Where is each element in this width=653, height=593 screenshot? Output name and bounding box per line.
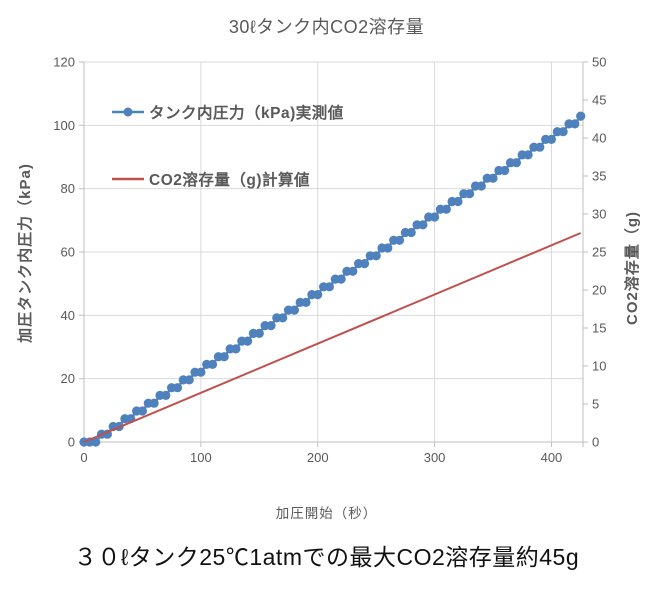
pressure-series-legend-marker bbox=[112, 106, 144, 118]
x-axis-tick-label: 400 bbox=[541, 450, 563, 465]
pressure-series-marker bbox=[266, 321, 276, 331]
y-axis-right-tick-label: 10 bbox=[592, 359, 606, 374]
pressure-series-marker bbox=[441, 204, 451, 214]
pressure-series-marker bbox=[359, 259, 370, 269]
x-axis-tick-label: 300 bbox=[424, 450, 446, 465]
pressure-series-marker bbox=[336, 274, 346, 284]
pressure-series-marker bbox=[324, 282, 334, 292]
chart-title: 30ℓタンク内CO2溶存量 bbox=[228, 17, 425, 37]
legend-label-co2: CO2溶存量（g)計算値 bbox=[149, 172, 311, 189]
x-axis-title: 加圧開始（秒） bbox=[275, 506, 378, 521]
pressure-series-marker bbox=[137, 406, 147, 416]
y-axis-right-tick-label: 15 bbox=[592, 321, 606, 336]
y-axis-left-tick-label: 40 bbox=[61, 308, 75, 323]
pressure-series-marker bbox=[576, 111, 586, 121]
x-axis-tick-label: 200 bbox=[307, 450, 329, 465]
y-axis-right-tick-label: 40 bbox=[592, 131, 606, 146]
y-axis-right-tick-label: 0 bbox=[592, 435, 599, 450]
legend-item-co2: CO2溶存量（g)計算値 bbox=[112, 167, 310, 191]
pressure-series-marker bbox=[535, 142, 545, 152]
pressure-series-marker bbox=[207, 359, 218, 369]
y-axis-right-tick-label: 35 bbox=[592, 169, 606, 184]
x-axis-tick-label: 0 bbox=[80, 450, 87, 465]
pressure-series-marker bbox=[149, 398, 159, 408]
pressure-series-marker bbox=[301, 297, 311, 307]
y-axis-right-tick-label: 45 bbox=[592, 93, 606, 108]
pressure-series-marker bbox=[313, 290, 323, 300]
pressure-series-marker bbox=[371, 251, 381, 261]
pressure-series-marker bbox=[488, 173, 498, 183]
pressure-series-marker bbox=[231, 344, 241, 354]
pressure-series-marker bbox=[278, 313, 288, 323]
pressure-series-marker bbox=[196, 367, 206, 377]
figure-caption: ３０ℓタンク25℃1atmでの最大CO2溶存量約45g bbox=[73, 544, 580, 570]
y-axis-left-tick-label: 20 bbox=[61, 371, 75, 386]
y-axis-title-left: 加圧タンク内圧力（kPa) bbox=[17, 163, 34, 343]
pressure-series-marker bbox=[394, 235, 405, 245]
pressure-series-marker bbox=[476, 181, 486, 191]
legend-label-pressure: タンク内圧力（kPa)実測値 bbox=[149, 105, 344, 122]
y-axis-right-tick-label: 20 bbox=[592, 283, 606, 298]
pressure-series-marker bbox=[430, 212, 440, 222]
pressure-series-marker bbox=[511, 158, 521, 168]
pressure-series-marker bbox=[465, 189, 475, 199]
y-axis-left-tick-label: 100 bbox=[53, 118, 75, 133]
y-axis-left-tick-label: 60 bbox=[61, 245, 75, 260]
y-axis-right-tick-label: 25 bbox=[592, 245, 606, 260]
plot-area: 0 20 40 60 80 100 120 0 5 10 15 20 25 30 35 40 45 50 0 100 2… bbox=[53, 55, 606, 466]
y-axis-right-tick-label: 50 bbox=[592, 55, 606, 70]
y-axis-right-tick-label: 30 bbox=[592, 207, 606, 222]
pressure-series-marker bbox=[243, 336, 253, 346]
legend-item-pressure: タンク内圧力（kPa)実測値 bbox=[112, 100, 344, 124]
y-axis-title-right: CO2溶存量（g) bbox=[624, 211, 641, 326]
pressure-series-marker bbox=[91, 437, 101, 447]
pressure-series-marker bbox=[453, 196, 463, 207]
pressure-series-marker bbox=[558, 127, 568, 137]
y-axis-right-tick-label: 5 bbox=[592, 397, 599, 412]
pressure-series-marker bbox=[184, 375, 194, 385]
pressure-series-marker bbox=[546, 134, 557, 144]
pressure-series-marker bbox=[172, 383, 183, 393]
pressure-series-marker bbox=[418, 220, 428, 230]
pressure-series-marker bbox=[523, 150, 533, 160]
pressure-series-marker bbox=[289, 305, 299, 315]
y-axis-left-tick-label: 80 bbox=[61, 181, 75, 196]
pressure-series-marker bbox=[161, 390, 171, 400]
co2-series-line bbox=[83, 232, 582, 443]
pressure-series-marker bbox=[406, 227, 416, 238]
pressure-series-marker bbox=[348, 266, 358, 276]
co2-series-legend-marker bbox=[112, 173, 144, 185]
pressure-series-marker bbox=[219, 352, 229, 362]
pressure-series-marker bbox=[570, 119, 580, 129]
x-axis-tick-label: 100 bbox=[190, 450, 212, 465]
y-axis-left-tick-label: 0 bbox=[68, 435, 75, 450]
pressure-series-marker bbox=[500, 165, 510, 176]
pressure-series-marker bbox=[383, 243, 393, 253]
pressure-series-marker bbox=[254, 328, 264, 338]
y-axis-left-tick-label: 120 bbox=[53, 55, 75, 70]
